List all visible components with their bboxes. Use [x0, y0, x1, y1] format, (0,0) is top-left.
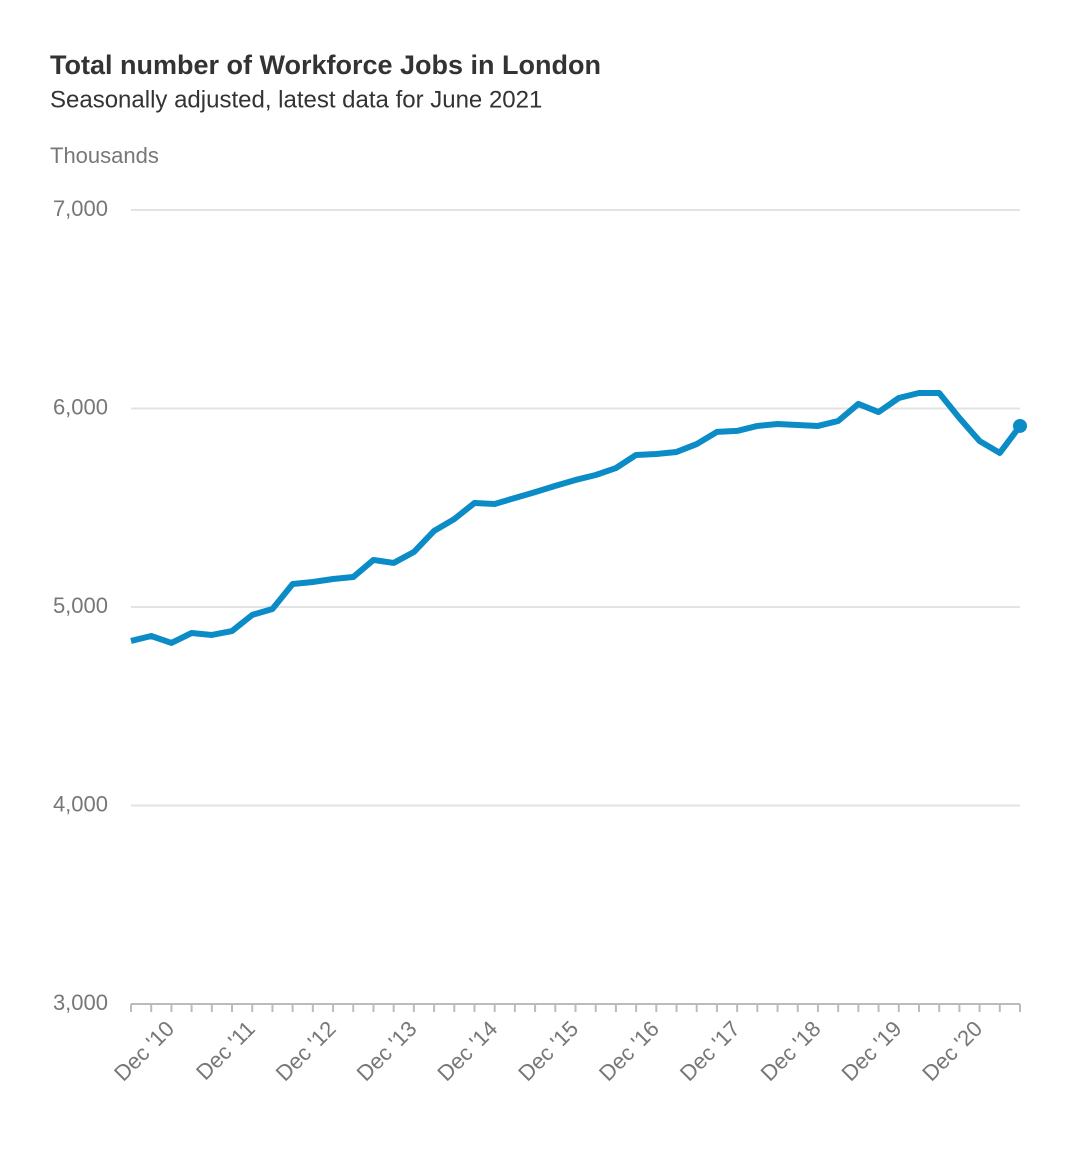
x-tick-label: Dec '13 — [352, 1016, 422, 1086]
x-tick-label: Dec '20 — [917, 1016, 987, 1086]
y-axis-label: Thousands — [50, 143, 159, 168]
x-tick-label: Dec '15 — [513, 1016, 583, 1086]
x-tick-label: Dec '17 — [675, 1016, 745, 1086]
y-tick-label: 7,000 — [53, 196, 108, 221]
x-tick-label: Dec '18 — [756, 1016, 826, 1086]
y-tick-label: 5,000 — [53, 593, 108, 618]
y-tick-label: 6,000 — [53, 394, 108, 419]
x-tick-label: Dec '12 — [271, 1016, 341, 1086]
x-tick-label: Dec '19 — [836, 1016, 906, 1086]
data-line — [130, 390, 1023, 646]
x-tick-label: Dec '10 — [109, 1016, 179, 1086]
chart-title: Total number of Workforce Jobs in London — [50, 50, 601, 80]
x-tick-label: Dec '11 — [191, 1016, 260, 1085]
x-tick-label: Dec '14 — [432, 1016, 502, 1086]
y-tick-label: 3,000 — [53, 990, 108, 1015]
end-point — [1013, 418, 1027, 433]
x-tick-label: Dec '16 — [594, 1016, 664, 1086]
chart-subtitle: Seasonally adjusted, latest data for Jun… — [50, 86, 542, 113]
y-tick-label: 4,000 — [53, 791, 108, 816]
